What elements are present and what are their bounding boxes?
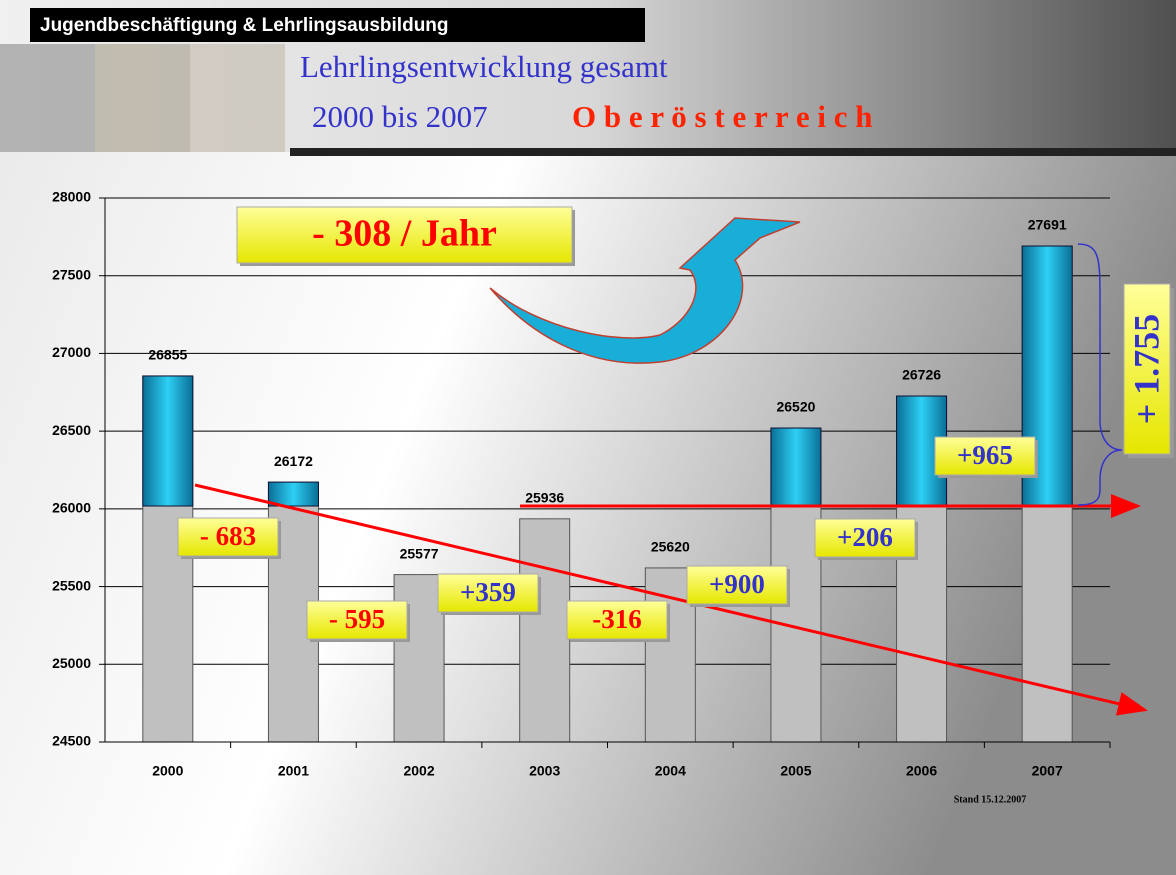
note: Stand 15.12.2007: [954, 794, 1027, 805]
value-label: 27691: [1028, 217, 1067, 233]
bar-highlight: [267, 481, 319, 507]
x-tick-label: 2005: [780, 763, 811, 779]
y-tick-label: 24500: [52, 733, 91, 749]
value-label: 26855: [148, 347, 187, 363]
change-label-box: [177, 517, 279, 557]
value-label: 25577: [400, 545, 439, 561]
brace: [1077, 243, 1123, 506]
trend-arrow: [194, 483, 1148, 716]
header-subtitle: 2000 bis 2007: [312, 99, 488, 134]
growth-label: + 1.755: [1126, 314, 1166, 425]
y-tick-label: 28000: [52, 189, 91, 205]
x-tick-label: 2006: [906, 763, 937, 779]
value-label: 25936: [525, 490, 564, 506]
value-label: 26172: [274, 453, 313, 469]
change-label-box: [306, 600, 408, 640]
change-label: +965: [957, 440, 1013, 470]
value-label: 25620: [651, 539, 690, 555]
change-label: - 683: [200, 521, 256, 551]
growth-box: [1123, 283, 1171, 455]
y-tick-label: 27500: [52, 266, 91, 282]
change-label: +206: [837, 522, 893, 552]
change-label: +359: [460, 577, 516, 607]
x-tick-label: 2003: [529, 763, 560, 779]
change-label-box: [686, 565, 788, 605]
y-tick-label: 25000: [52, 655, 91, 671]
change-label: - 595: [329, 604, 385, 634]
x-tick-label: 2001: [278, 763, 309, 779]
bar-highlight: [142, 375, 194, 507]
x-tick-label: 2000: [152, 763, 183, 779]
x-tick-label: 2004: [655, 763, 686, 779]
bar-highlight: [770, 427, 822, 507]
change-label-box: [934, 436, 1036, 476]
header-label: Jugendbeschäftigung & Lehrlingsausbildun…: [40, 15, 449, 36]
change-label-box: [566, 600, 668, 640]
bar: [519, 518, 571, 743]
y-tick-label: 27000: [52, 344, 91, 360]
trend-label: - 308 / Jahr: [312, 213, 497, 255]
header-rule: [290, 148, 1176, 156]
value-label: 26726: [902, 367, 941, 383]
value-label: 26520: [776, 399, 815, 415]
bar: [393, 574, 445, 743]
x-tick-label: 2002: [403, 763, 434, 779]
header-title: Lehrlingsentwicklung gesamt: [300, 49, 668, 84]
header-region: O b e r ö s t e r r e i c h: [572, 99, 872, 134]
change-label: -316: [592, 604, 642, 634]
change-label-box: [437, 573, 539, 613]
trend-label-box: [236, 206, 573, 264]
curved-arrow: [489, 217, 801, 364]
x-tick-label: 2007: [1032, 763, 1063, 779]
change-label-box: [814, 518, 916, 558]
y-tick-label: 26000: [52, 500, 91, 516]
y-tick-label: 25500: [52, 577, 91, 593]
change-label: +900: [709, 569, 765, 599]
label-box: [30, 8, 645, 42]
y-tick-label: 26500: [52, 422, 91, 438]
photo-strip: [0, 44, 285, 152]
